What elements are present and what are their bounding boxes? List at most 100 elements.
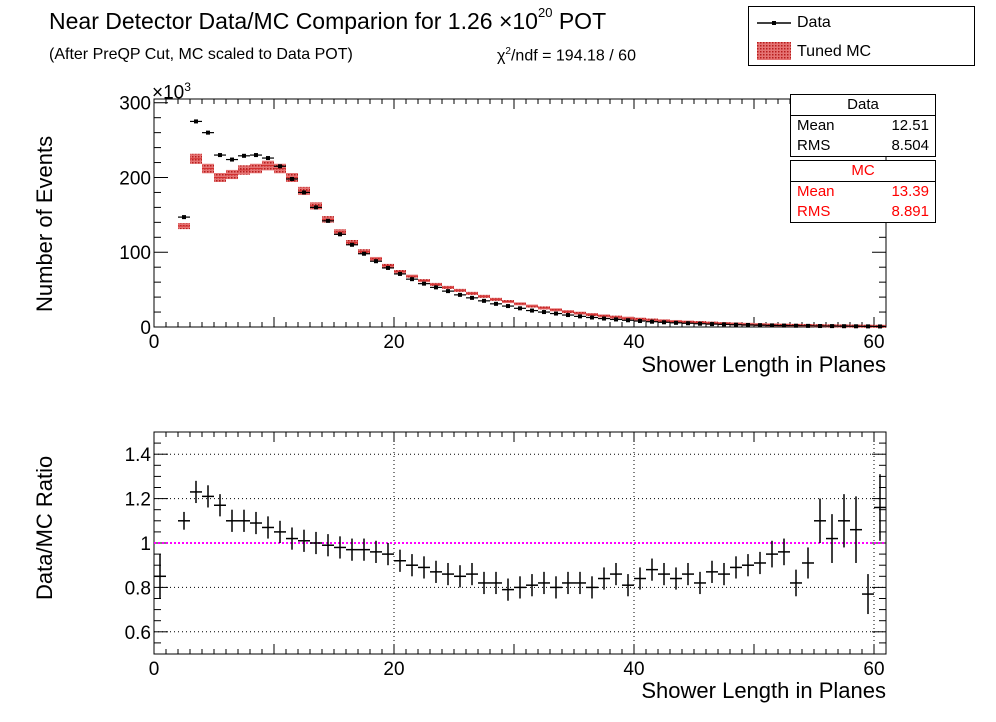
legend-item-mc: Tuned MC <box>749 38 974 64</box>
ratio-x-tick-label: 60 <box>863 659 884 680</box>
ratio-x-tick-label: 20 <box>383 659 404 680</box>
top-x-tick-label: 20 <box>383 332 404 353</box>
data-point <box>806 323 810 328</box>
top-y-tick-label: 200 <box>119 168 151 189</box>
data-point <box>638 319 642 324</box>
data-point <box>206 130 210 135</box>
data-point <box>866 324 870 329</box>
legend-label-mc: Tuned MC <box>797 43 872 60</box>
data-point <box>278 164 282 169</box>
data-point <box>266 156 270 161</box>
data-point <box>854 324 858 329</box>
data-point <box>782 323 786 328</box>
top-plot: 0 20 40 60 0 100 200 300 <box>119 94 887 353</box>
data-point <box>398 271 402 276</box>
legend: Data Tuned MC <box>748 6 975 66</box>
data-point <box>566 313 570 318</box>
data-point <box>326 218 330 223</box>
legend-marker-mc <box>757 42 791 60</box>
ratio-y-tick-label: 1 <box>140 534 151 555</box>
ratio-y-tick-label: 0.6 <box>125 623 151 644</box>
top-x-tick-label: 60 <box>863 332 884 353</box>
chart-subtitle: (After PreQP Cut, MC scaled to Data POT) <box>49 46 353 63</box>
data-point <box>182 215 186 220</box>
data-point <box>842 324 846 329</box>
data-point <box>722 322 726 327</box>
stats-data-title: Data <box>791 95 935 116</box>
data-point <box>470 295 474 300</box>
top-y-tick-label: 100 <box>119 243 151 264</box>
data-point <box>386 265 390 270</box>
ratio-y-axis-title: Data/MC Ratio <box>32 455 57 600</box>
ratio-x-axis-title: Shower Length in Planes <box>641 678 886 703</box>
ratio-y-tick-label: 1.4 <box>125 445 152 466</box>
data-point <box>422 281 426 286</box>
top-y-tick-label: 0 <box>140 318 151 339</box>
data-point <box>194 119 198 124</box>
top-y-tick-label: 300 <box>119 94 151 115</box>
data-point <box>686 321 690 326</box>
data-point <box>698 321 702 326</box>
ratio-x-tick-label: 40 <box>623 659 644 680</box>
data-point <box>710 322 714 327</box>
top-plot-frame <box>153 98 887 328</box>
top-x-axis-title: Shower Length in Planes <box>641 352 886 377</box>
data-point <box>302 190 306 195</box>
data-point <box>518 306 522 311</box>
legend-item-data: Data <box>749 10 974 36</box>
data-point <box>818 324 822 329</box>
data-point <box>794 323 798 328</box>
data-point <box>662 320 666 325</box>
top-x-tick-label: 0 <box>149 332 160 353</box>
data-point <box>554 311 558 316</box>
data-point <box>626 318 630 323</box>
stats-data-rms-label: RMS <box>797 137 831 154</box>
data-point <box>338 232 342 237</box>
data-point <box>734 322 738 327</box>
data-point <box>614 317 618 322</box>
stats-data-mean-label: Mean <box>797 117 835 134</box>
stats-data-rms-row: RMS 8.504 <box>791 136 935 156</box>
stats-mc-mean-row: Mean 13.39 <box>791 182 935 202</box>
data-point <box>350 242 354 247</box>
data-point <box>374 259 378 264</box>
data-point <box>290 176 294 181</box>
data-point <box>494 301 498 306</box>
data-point <box>602 316 606 321</box>
y-axis-multiplier: ×103 <box>152 80 191 104</box>
data-point <box>830 324 834 329</box>
data-point <box>578 314 582 319</box>
data-point <box>230 157 234 162</box>
stats-mc-rms-value: 8.891 <box>891 203 929 220</box>
stats-data-rms-value: 8.504 <box>891 137 929 154</box>
data-point <box>458 292 462 297</box>
legend-marker-data <box>757 21 791 25</box>
data-point <box>674 320 678 325</box>
stats-mc-mean-value: 13.39 <box>891 183 929 200</box>
ratio-x-tick-label: 0 <box>149 659 160 680</box>
ratio-y-tick-label: 1.2 <box>125 490 151 511</box>
data-point <box>434 285 438 290</box>
data-point <box>242 153 246 158</box>
stats-data-mean-value: 12.51 <box>891 117 929 134</box>
legend-label-data: Data <box>797 14 831 31</box>
ratio-plot: 0 20 40 60 0.6 0.8 1 1.2 1.4 <box>125 431 887 680</box>
data-point <box>590 315 594 320</box>
data-point <box>758 323 762 328</box>
stats-mc-rms-row: RMS 8.891 <box>791 202 935 222</box>
ratio-y-tick-label: 0.8 <box>125 578 151 599</box>
stats-mc-title: MC <box>791 161 935 182</box>
data-point <box>482 298 486 303</box>
data-point <box>218 153 222 158</box>
chart-title: Near Detector Data/MC Comparion for 1.26… <box>49 5 607 34</box>
stats-mc-mean-label: Mean <box>797 183 835 200</box>
data-point <box>254 153 258 158</box>
stats-data-mean-row: Mean 12.51 <box>791 116 935 136</box>
stats-box-data: Data Mean 12.51 RMS 8.504 <box>790 94 936 157</box>
stats-box-mc: MC Mean 13.39 RMS 8.891 <box>790 160 936 223</box>
data-point <box>770 323 774 328</box>
chi-square-label: χ2/ndf = 194.18 / 60 <box>497 46 636 65</box>
data-point <box>362 251 366 256</box>
data-point <box>446 289 450 294</box>
